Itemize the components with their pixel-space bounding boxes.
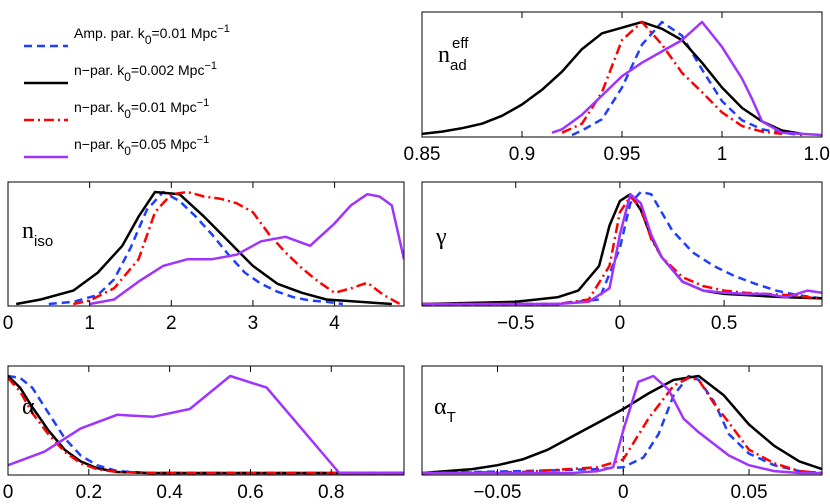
panel-label: niso (22, 218, 53, 250)
legend-entry: Amp. par. k0=0.01 Mpc−1 (24, 23, 230, 48)
series-line-n05 (551, 20, 822, 137)
axes-frame (7, 181, 405, 307)
series-line-n01 (422, 376, 822, 475)
axes-frame (421, 181, 823, 307)
series-line-n002 (422, 374, 822, 475)
series-line-n002 (15, 190, 392, 306)
series-line-amp (8, 374, 404, 475)
panel-alpha: 0 0.2 0.4 0.6 0.8 α (3, 365, 405, 503)
x-tick-label: 0.8 (318, 482, 344, 503)
legend-label: n−par. k0=0.05 Mpc−1 (74, 134, 209, 158)
series-line-n05 (422, 192, 822, 306)
x-tick-label: 1 (84, 313, 95, 334)
x-tick-label: 2 (166, 313, 177, 334)
x-tick-label: 0 (3, 482, 14, 503)
legend-entry: n−par. k0=0.002 Mpc−1 (24, 60, 217, 85)
series-line-n05 (422, 374, 822, 475)
axes-frame (7, 365, 405, 476)
x-tick-label: 0.85 (404, 144, 441, 165)
series-line-n002 (422, 20, 803, 136)
panel-label: αT (434, 394, 456, 426)
legend: Amp. par. k0=0.01 Mpc−1 n−par. k0=0.002 M… (24, 23, 230, 159)
axes-frame (421, 11, 823, 138)
x-tick-label: 0 (3, 313, 14, 334)
panel-label: nad (438, 42, 467, 74)
series-line-amp (48, 190, 343, 306)
series-line-n01 (561, 20, 783, 136)
x-tick-label: −0.05 (473, 482, 521, 503)
series-line-n05 (89, 192, 404, 306)
x-tick-label: 0.05 (731, 482, 768, 503)
legend-entry: n−par. k0=0.01 Mpc−1 (24, 97, 209, 122)
x-tick-label: 0.95 (604, 144, 641, 165)
series-line-n01 (422, 195, 822, 306)
x-tick-label: 0.9 (509, 144, 535, 165)
series-line-n002 (8, 375, 404, 475)
panel-label-sup: eff (452, 35, 469, 52)
x-tick-label: 0.5 (711, 313, 737, 334)
x-tick-label: 0.4 (156, 482, 183, 503)
x-tick-label: 0.2 (76, 482, 102, 503)
series-line-amp (422, 374, 822, 475)
x-tick-label: 1 (717, 144, 728, 165)
legend-entry: n−par. k0=0.05 Mpc−1 (24, 134, 209, 159)
legend-label: n−par. k0=0.01 Mpc−1 (74, 97, 209, 121)
x-tick-label: −0.5 (497, 313, 535, 334)
x-tick-label: 3 (248, 313, 259, 334)
panel-n_iso: 0 1 2 3 4 niso (3, 181, 405, 334)
series-line-n01 (8, 377, 404, 475)
legend-label: Amp. par. k0=0.01 Mpc−1 (74, 23, 230, 47)
x-tick-label: 4 (329, 313, 340, 334)
legend-label: n−par. k0=0.002 Mpc−1 (74, 60, 217, 84)
series-line-amp (422, 190, 822, 306)
x-tick-label: 0 (618, 482, 629, 503)
panel-alpha_T: −0.05 0 0.05 αT (421, 365, 823, 503)
x-tick-label: 1.05 (804, 144, 830, 165)
series-line-n05 (8, 374, 404, 475)
axes-frame (421, 365, 823, 476)
series-line-n002 (422, 192, 822, 306)
x-tick-label: 0 (615, 313, 626, 334)
series-line-amp (571, 20, 803, 137)
panel-label: α (22, 394, 35, 420)
panel-gamma: −0.5 0 0.5 γ (421, 181, 823, 334)
panel-label: γ (435, 224, 447, 250)
x-tick-label: 0.6 (237, 482, 263, 503)
